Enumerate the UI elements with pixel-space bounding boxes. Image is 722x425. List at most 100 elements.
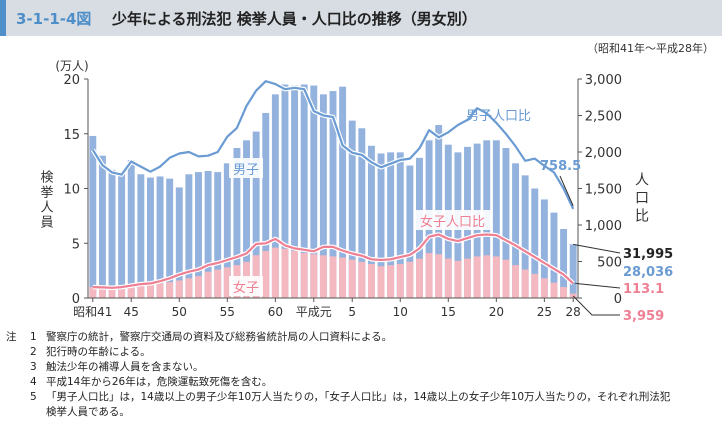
right-tick-label: 500 <box>597 256 622 271</box>
male-bar <box>243 140 250 298</box>
female-bar <box>560 287 568 298</box>
note-row: 検挙人員である。 <box>6 405 718 420</box>
female-bar <box>492 256 500 298</box>
female-bar <box>166 282 174 298</box>
right-tick-label: 0 <box>614 292 622 307</box>
right-tick-label: 3,000 <box>585 73 622 88</box>
note-number: 2 <box>30 346 37 358</box>
male-bar <box>262 112 270 298</box>
note-header <box>6 405 30 420</box>
female-bar <box>464 258 471 298</box>
female-bar <box>483 255 491 298</box>
left-tick-label: 0 <box>72 292 80 307</box>
note-header: 注 <box>6 331 17 343</box>
x-tick-label: 45 <box>124 305 139 319</box>
male-bar <box>118 173 126 298</box>
x-tick-label: 15 <box>441 305 456 319</box>
title-bar: 3-1-1-4図 少年による刑法犯 検挙人員・人口比の推移（男女別） <box>0 0 722 36</box>
female-bar <box>223 267 231 298</box>
male-count-leader <box>573 243 621 254</box>
female-bar <box>512 265 520 298</box>
male-bar <box>512 163 520 298</box>
male-bar <box>166 178 174 298</box>
male-bar <box>271 94 279 298</box>
female-bar <box>396 264 404 298</box>
female-bar <box>406 261 414 298</box>
rate-lines <box>90 78 576 291</box>
right-tick-label: 2,000 <box>585 146 622 161</box>
period-label: （昭和41年～平成28年） <box>587 42 714 55</box>
x-tick-label: 25 <box>537 305 552 319</box>
male-bar <box>89 135 97 298</box>
note-number: 3 <box>30 361 37 373</box>
left-tick-label: 20 <box>63 73 80 88</box>
male-bar <box>329 91 337 298</box>
male-bar <box>319 94 327 298</box>
female-bar <box>214 269 222 298</box>
x-tick-label: 28 <box>566 305 581 319</box>
female-bar <box>444 258 452 298</box>
female-bar <box>329 256 337 298</box>
female-rate-label: 女子人口比 <box>420 214 485 230</box>
x-tick-label: 平成元 <box>296 305 332 319</box>
note-number: 5 <box>30 391 37 403</box>
female-bar <box>108 288 116 298</box>
female-bar <box>118 287 126 298</box>
male-bar <box>185 174 193 298</box>
male-count-end-label: 31,995 <box>623 247 673 262</box>
x-tick-label: 20 <box>489 305 504 319</box>
female-count-end-label: 3,959 <box>623 309 664 324</box>
female-bar <box>89 287 97 298</box>
male-rate-line <box>91 80 575 210</box>
female-bar <box>339 257 347 298</box>
male-bar <box>214 172 222 298</box>
female-bar <box>348 259 356 298</box>
note-row: 注 1 警察庁の統計，警察庁交通局の資料及び総務省統計局の人口資料による。 <box>6 330 718 345</box>
male-count-b-end-label: 28,036 <box>623 265 673 280</box>
female-bar <box>569 293 577 298</box>
note-text: 犯行時の年齢による。 <box>46 346 151 358</box>
female-bar <box>262 250 270 298</box>
male-bar <box>502 147 510 298</box>
male-bar <box>108 169 116 298</box>
note-text: 検挙人員である。 <box>46 406 130 418</box>
x-tick-label: 5 <box>348 305 356 319</box>
female-count-leader <box>572 295 620 316</box>
female-bar <box>502 259 510 298</box>
male-bar <box>204 170 212 298</box>
note-text: 触法少年の補導人員を含まない。 <box>46 361 204 373</box>
axes: 0 5 10 15 20 0 500 1,000 1,500 2,000 2,500 3,000 昭和4… <box>38 59 650 319</box>
male-bar <box>387 152 395 298</box>
female-bar <box>377 266 385 298</box>
female-bar <box>454 260 462 298</box>
female-rate-line <box>92 233 574 289</box>
note-text: 「男子人口比」は，14歳以上の男子少年10万人当たりの，「女子人口比」は，14歳… <box>46 391 671 403</box>
female-bar <box>281 248 289 298</box>
male-bar <box>406 165 414 298</box>
note-header <box>6 360 30 375</box>
note-number: 4 <box>30 376 37 388</box>
female-bar <box>540 278 548 298</box>
x-tick-label: 55 <box>220 305 235 319</box>
male-bar <box>396 152 404 298</box>
male-bar <box>291 85 299 298</box>
male-rate-leader <box>559 175 574 207</box>
male-bar <box>98 155 106 298</box>
left-tick-label: 10 <box>63 183 80 198</box>
male-bar <box>377 153 385 298</box>
female-bar <box>300 253 308 298</box>
female-label-bg <box>229 276 263 296</box>
female-bar <box>271 247 279 298</box>
female-bar <box>156 283 164 298</box>
male-bar <box>348 120 356 298</box>
note-header <box>6 345 30 360</box>
male-bar <box>540 199 548 298</box>
note-text: 平成14年から26年は，危険運転致死傷を含む。 <box>46 376 273 388</box>
female-bar <box>435 254 443 298</box>
female-bar <box>185 278 193 298</box>
notes: 注 1 警察庁の統計，警察庁交通局の資料及び総務省統計局の人口資料による。 2 犯行時の… <box>6 330 718 420</box>
male-bar <box>137 174 145 298</box>
female-bar <box>146 284 154 298</box>
female-bar <box>98 287 106 298</box>
male-bar <box>531 188 539 298</box>
